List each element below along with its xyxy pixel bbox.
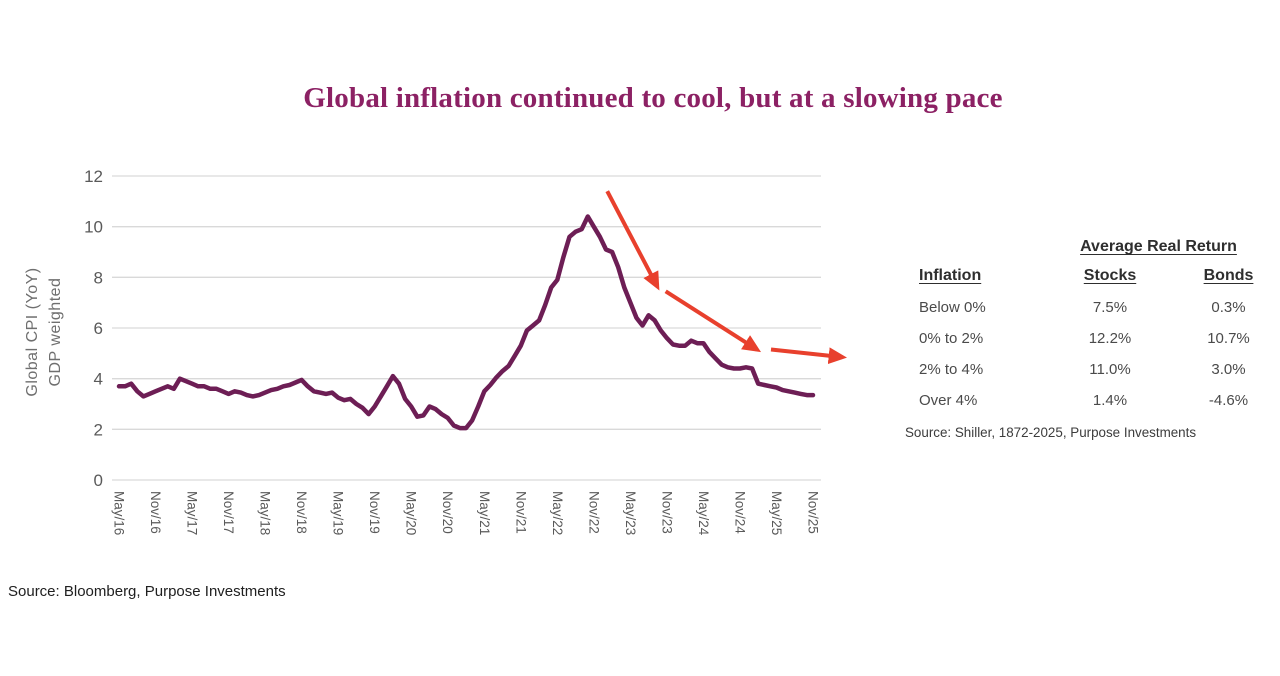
y-tick-label: 6 xyxy=(94,319,103,338)
cell-bonds: -4.6% xyxy=(1208,392,1249,409)
cell-inflation: Below 0% xyxy=(919,299,986,316)
x-tick-label: May/22 xyxy=(550,491,565,535)
x-tick-label: Nov/21 xyxy=(513,491,528,534)
x-tick-label: Nov/22 xyxy=(586,491,601,534)
gridlines xyxy=(112,175,821,481)
real-return-table: Average Real Return Inflation Stocks Bon… xyxy=(905,236,1277,440)
y-tick-label: 10 xyxy=(84,218,103,237)
cell-stocks: 11.0% xyxy=(1089,361,1131,378)
source-note: Source: Bloomberg, Purpose Investments xyxy=(8,583,286,600)
x-tick-label: Nov/25 xyxy=(805,491,820,534)
x-tick-label: May/20 xyxy=(404,491,419,535)
cell-bonds: 10.7% xyxy=(1207,330,1250,347)
x-tick-label: Nov/19 xyxy=(367,491,382,534)
cell-inflation: 0% to 2% xyxy=(919,330,984,347)
x-tick-label: Nov/17 xyxy=(221,491,236,534)
y-tick-label: 8 xyxy=(94,268,103,287)
inflation-line xyxy=(116,214,816,431)
trend-arrow-1 xyxy=(605,190,660,291)
y-tick-label: 0 xyxy=(94,471,103,490)
y-tick-label: 2 xyxy=(94,420,103,439)
y-tick-label: 12 xyxy=(84,167,103,186)
table-source: Source: Shiller, 1872-2025, Purpose Inve… xyxy=(905,425,1197,440)
col-header-inflation: Inflation xyxy=(919,267,982,284)
x-tick-label: Nov/18 xyxy=(294,491,309,534)
table-header-row: Inflation Stocks Bonds xyxy=(905,267,1277,299)
x-tick-label: May/21 xyxy=(477,491,492,535)
trend-arrow-3 xyxy=(770,347,847,365)
y-tick-label: 4 xyxy=(94,370,103,389)
cell-bonds: 0.3% xyxy=(1211,299,1246,316)
x-tick-label: May/17 xyxy=(185,491,200,535)
x-tick-label: Nov/20 xyxy=(440,491,455,534)
cell-stocks: 12.2% xyxy=(1088,330,1132,347)
table-group-header: Average Real Return xyxy=(1080,238,1237,255)
col-header-bonds: Bonds xyxy=(1203,267,1254,284)
x-tick-label: May/19 xyxy=(331,491,346,535)
cell-inflation: 2% to 4% xyxy=(919,361,984,378)
y-axis-title: GDP weighted xyxy=(47,278,64,387)
cell-bonds: 3.0% xyxy=(1211,361,1246,378)
x-tick-label: Nov/23 xyxy=(659,491,674,534)
inflation-series xyxy=(116,214,816,431)
cell-stocks: 1.4% xyxy=(1092,392,1128,409)
trend-arrow-2 xyxy=(664,289,762,353)
trend-arrows xyxy=(605,190,847,365)
x-tick-label: May/16 xyxy=(112,491,127,535)
col-header-stocks: Stocks xyxy=(1083,267,1137,284)
x-tick-label: May/25 xyxy=(769,491,784,535)
x-tick-label: Nov/16 xyxy=(148,491,163,534)
x-tick-label: Nov/24 xyxy=(732,491,747,534)
table-row: Below 0% 7.5% 0.3% xyxy=(905,299,1277,330)
cell-stocks: 7.5% xyxy=(1092,299,1128,316)
table-row: 0% to 2% 12.2% 10.7% xyxy=(905,330,1277,361)
x-tick-label: May/18 xyxy=(258,491,273,535)
x-tick-label: May/24 xyxy=(696,491,711,536)
chart-title: Global inflation continued to cool, but … xyxy=(303,82,1003,114)
table-row: Over 4% 1.4% -4.6% xyxy=(905,392,1277,423)
table-row: 2% to 4% 11.0% 3.0% xyxy=(905,361,1277,392)
x-tick-label: May/23 xyxy=(623,491,638,535)
y-axis-title: Global CPI (YoY) xyxy=(24,267,41,396)
axis-labels: 0 2 4 6 8 10 12 May/16 Nov/16 May/17 Nov/17 May/18 N… xyxy=(24,167,820,536)
cell-inflation: Over 4% xyxy=(919,392,978,409)
